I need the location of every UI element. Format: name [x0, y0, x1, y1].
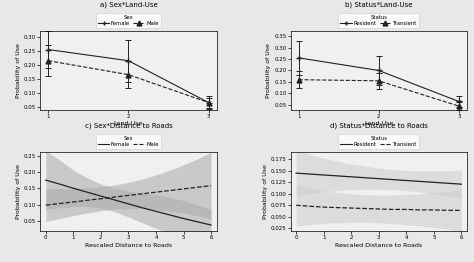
Y-axis label: Probability of Use: Probability of Use — [16, 164, 21, 219]
Title: a) Sex*Land-Use: a) Sex*Land-Use — [100, 1, 157, 8]
Y-axis label: Probability of Use: Probability of Use — [263, 164, 268, 219]
Legend: Resident, Transient: Resident, Transient — [338, 134, 419, 149]
X-axis label: Rescaled Distance to Roads: Rescaled Distance to Roads — [335, 243, 422, 248]
Title: c) Sex*Distance to Roads: c) Sex*Distance to Roads — [84, 122, 173, 129]
X-axis label: Land-Use: Land-Use — [114, 122, 143, 127]
Title: d) Status*Distance to Roads: d) Status*Distance to Roads — [330, 122, 428, 129]
Legend: Resident, Transient: Resident, Transient — [338, 13, 419, 28]
Legend: Female, Male: Female, Male — [96, 134, 161, 149]
Y-axis label: Probability of Use: Probability of Use — [16, 43, 21, 98]
X-axis label: Rescaled Distance to Roads: Rescaled Distance to Roads — [85, 243, 172, 248]
Legend: Female, Male: Female, Male — [96, 13, 161, 28]
Y-axis label: Probability of Use: Probability of Use — [266, 43, 272, 98]
Title: b) Status*Land-Use: b) Status*Land-Use — [345, 1, 412, 8]
X-axis label: Land-Use: Land-Use — [364, 122, 393, 127]
